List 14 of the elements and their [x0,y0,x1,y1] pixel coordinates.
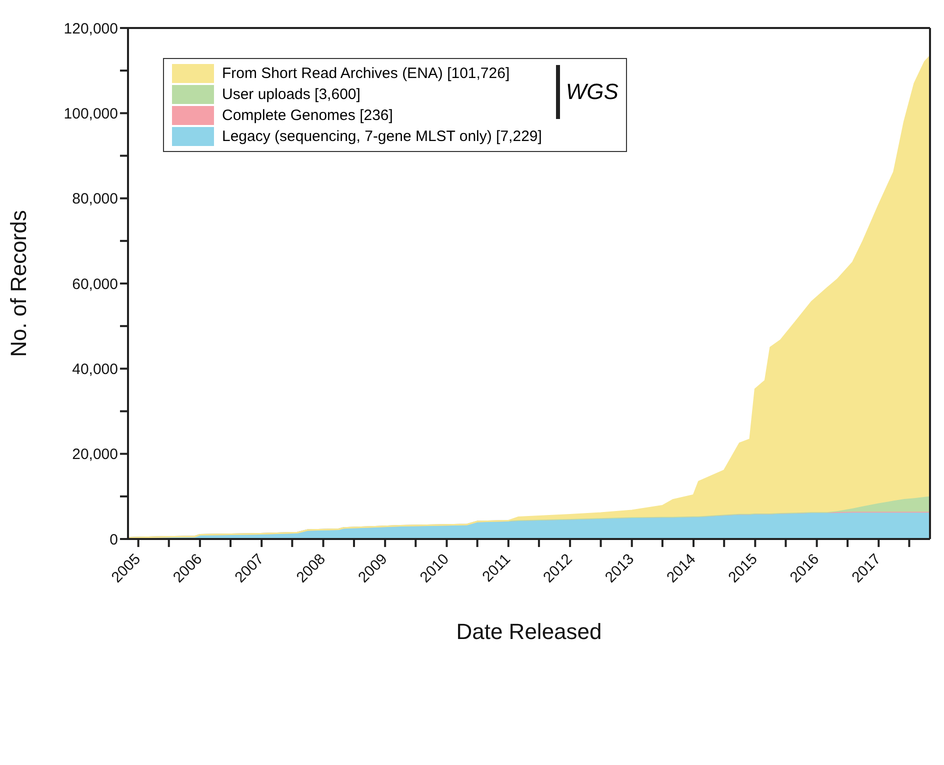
y-tick-label: 100,000 [64,105,118,122]
y-tick-label: 40,000 [72,360,118,378]
y-tick-label: 20,000 [72,446,118,464]
y-tick-label: 0 [110,531,118,548]
legend-label: Complete Genomes [236] [222,107,393,124]
legend-label: User uploads [3,600] [222,86,360,103]
y-axis-title: No. of Records [6,210,31,357]
y-tick-label: 120,000 [64,20,118,38]
legend-label: Legacy (sequencing, 7-gene MLST only) [7,229] [222,128,542,145]
y-tick-label: 80,000 [72,190,118,208]
annotation: WGS [566,79,618,105]
legend-label: From Short Read Archives (ENA) [101,726] [222,65,510,82]
x-axis-title: Date Released [456,619,602,644]
y-tick-label: 60,000 [72,276,118,293]
